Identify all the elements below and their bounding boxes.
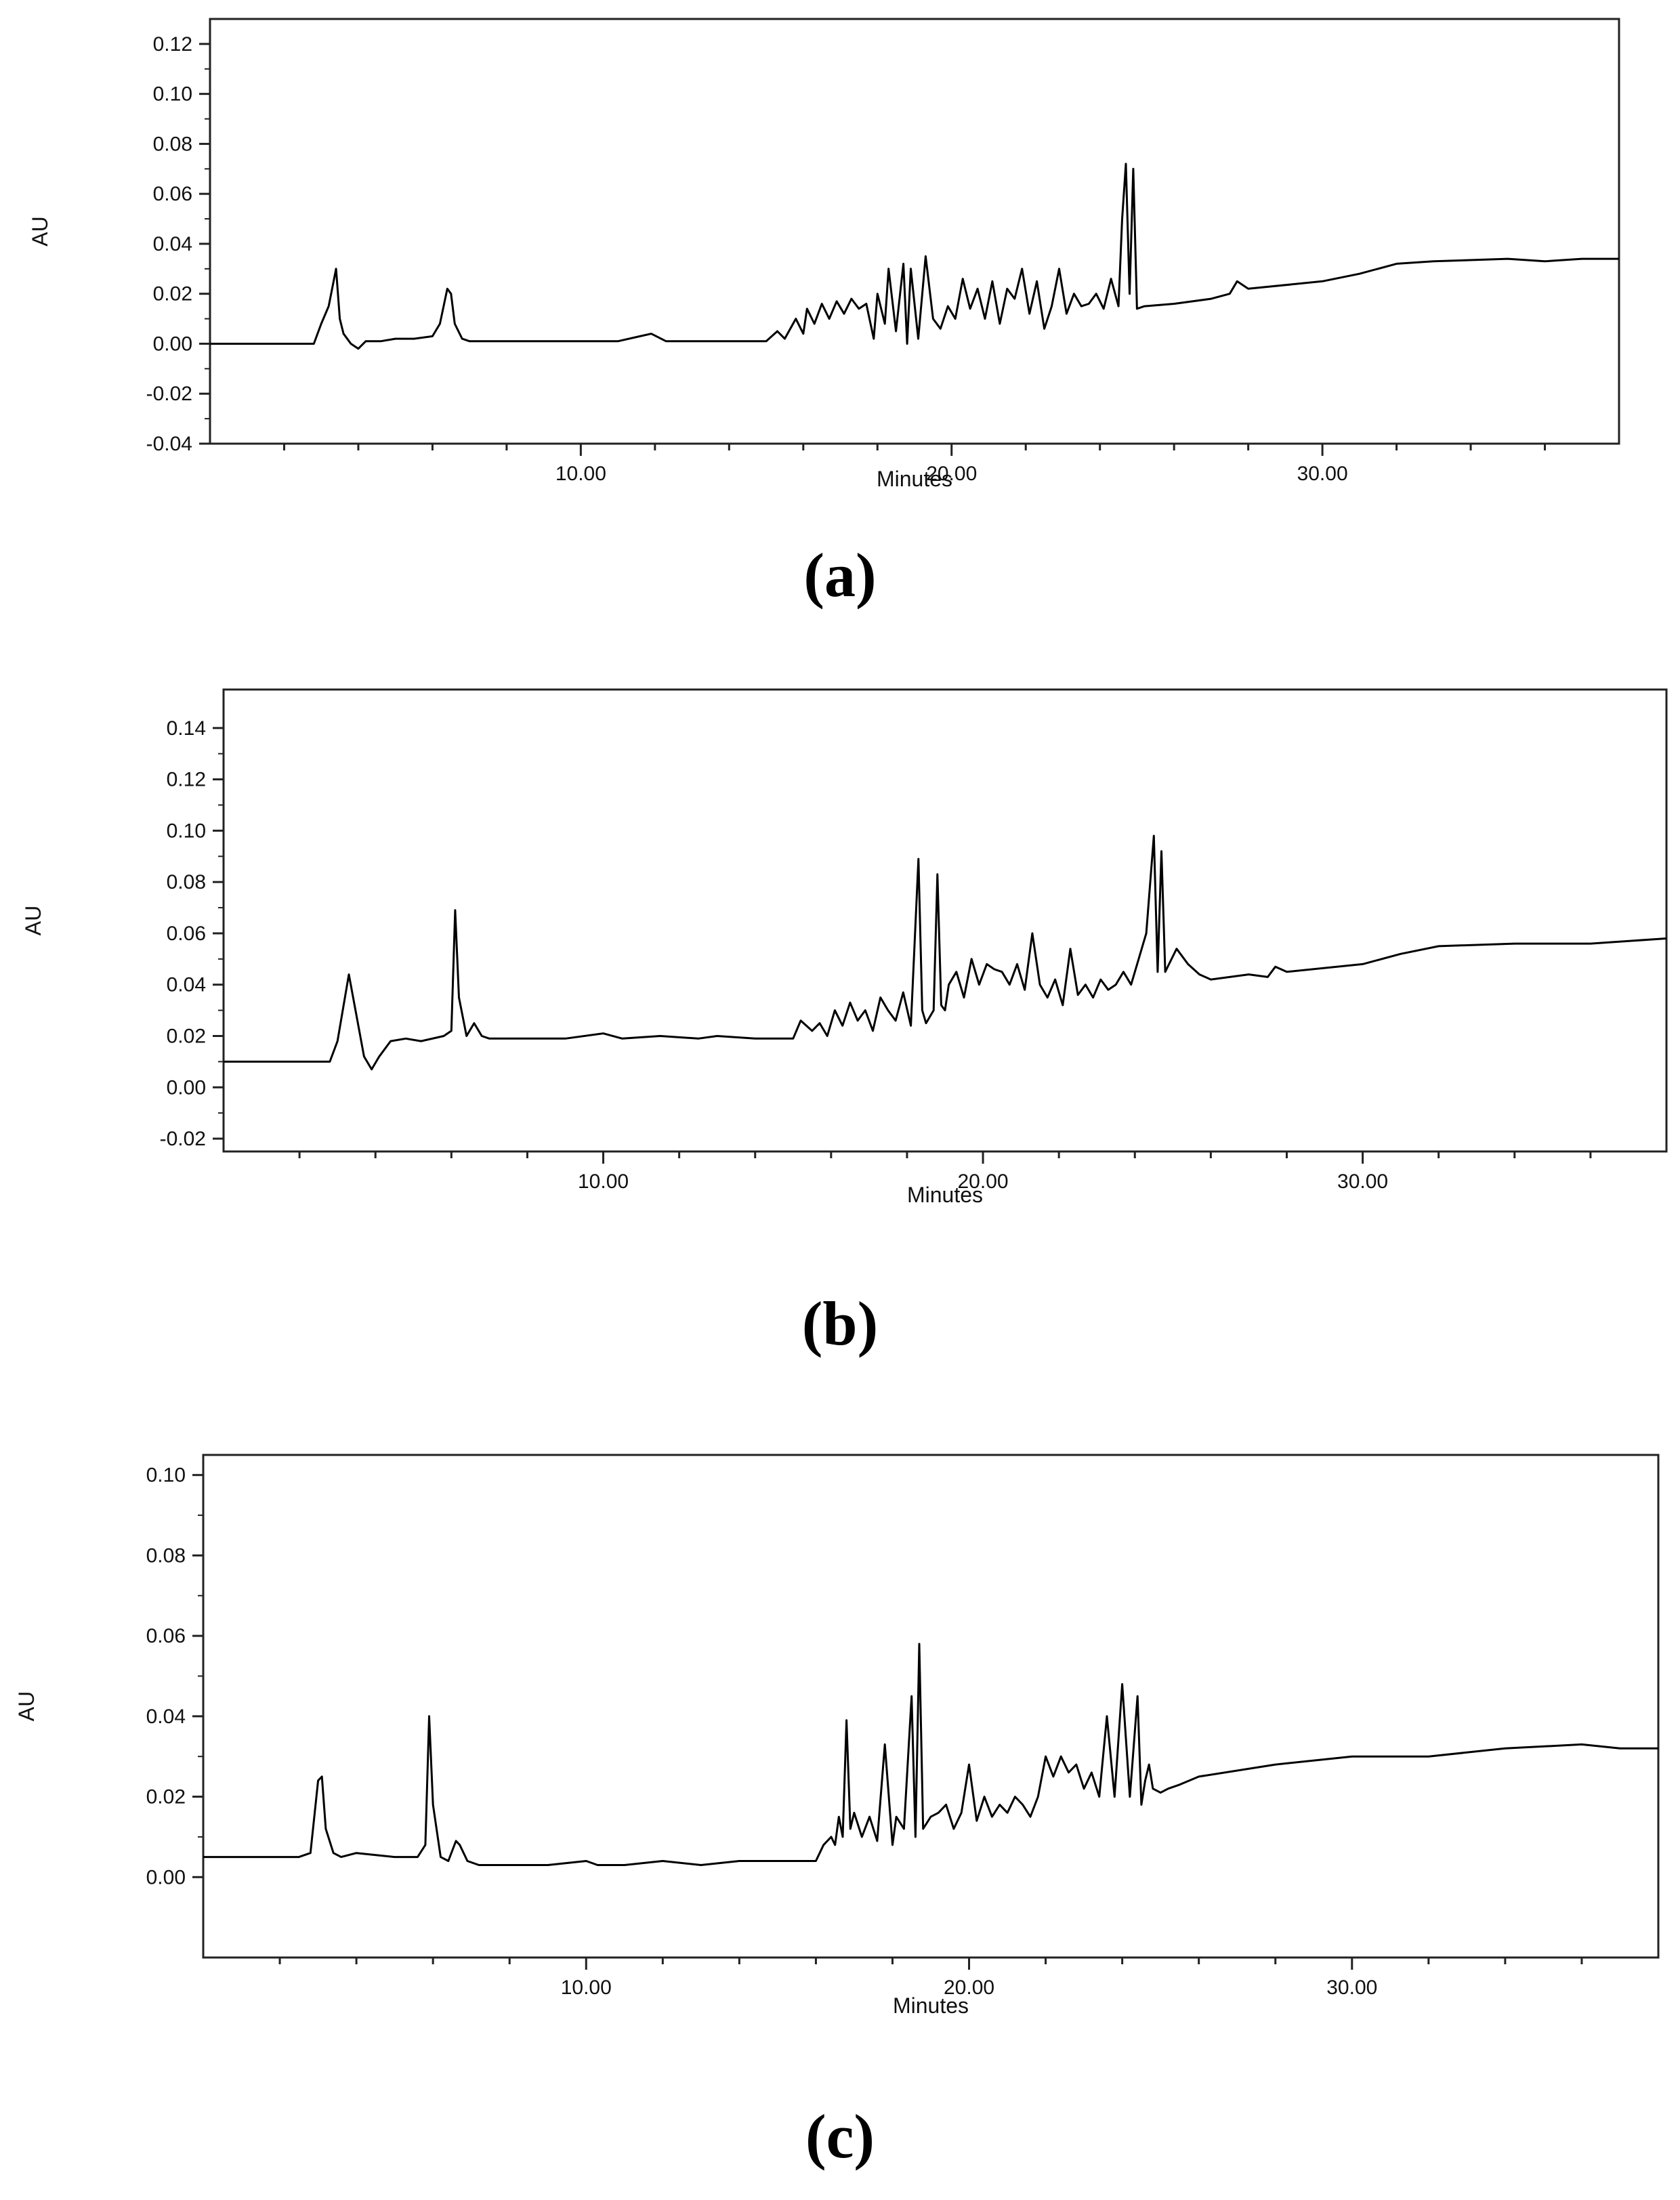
x-tick-label: 20.00	[926, 463, 977, 485]
y-tick-label: 0.10	[146, 1464, 186, 1487]
y-tick-label: -0.02	[160, 1128, 206, 1150]
x-tick-label: 30.00	[1326, 1976, 1377, 1999]
x-tick-label: 30.00	[1297, 463, 1348, 485]
chart-panel-a: 0.12 0.10 0.08 0.06 0.04 0.02 0.00 -0.02 -0.04 10…	[28, 18, 1620, 610]
x-axis-label: Minutes	[907, 1183, 983, 1207]
y-tick-label: 0.06	[167, 923, 206, 945]
panel-label: (c)	[805, 2102, 875, 2171]
y-tick-label: 0.00	[146, 1866, 186, 1888]
x-axis-label: Minutes	[877, 467, 952, 491]
x-tick-label: 10.00	[578, 1170, 629, 1193]
y-axis-label: AU	[28, 216, 52, 246]
plot-frame	[202, 1454, 1660, 1959]
y-tick-label: 0.06	[153, 183, 192, 205]
y-tick-label: 0.10	[167, 820, 206, 842]
panel-label: (a)	[803, 541, 876, 610]
y-tick-label: 0.02	[167, 1025, 206, 1048]
y-tick-label: 0.10	[153, 83, 192, 106]
y-tick-label: -0.02	[146, 383, 192, 405]
y-tick-label: 0.14	[167, 717, 206, 740]
chart-panel-b: 0.14 0.12 0.10 0.08 0.06 0.04 0.02 0.00 -0.02 10.…	[21, 688, 1668, 1358]
y-tick-label: 0.06	[146, 1625, 186, 1647]
x-tick-label: 10.00	[555, 463, 606, 485]
y-tick-label: -0.04	[146, 433, 192, 455]
y-tick-label: 0.04	[153, 233, 192, 255]
y-tick-label: 0.12	[167, 769, 206, 791]
x-axis-label: Minutes	[893, 1993, 969, 2018]
plot-frame	[209, 18, 1620, 445]
y-axis-label: AU	[21, 906, 45, 935]
series-line	[224, 834, 1667, 1071]
x-tick-label: 20.00	[944, 1976, 994, 1999]
y-tick-label: 0.02	[153, 283, 192, 305]
x-tick-label: 10.00	[561, 1976, 612, 1999]
y-tick-label: 0.08	[146, 1544, 186, 1567]
y-tick-label: 0.08	[153, 133, 192, 155]
y-tick-label: 0.12	[153, 33, 192, 56]
series-line	[210, 163, 1619, 350]
y-tick-label: 0.04	[146, 1706, 186, 1728]
plot-frame	[222, 688, 1668, 1153]
y-tick-label: 0.04	[167, 974, 206, 996]
y-tick-label: 0.00	[167, 1076, 206, 1099]
x-tick-label: 30.00	[1337, 1170, 1388, 1193]
y-tick-label: 0.00	[153, 333, 192, 355]
series-line	[203, 1643, 1658, 1866]
x-tick-label: 20.00	[958, 1170, 1009, 1193]
y-tick-label: 0.08	[167, 871, 206, 893]
panel-label: (b)	[802, 1289, 878, 1358]
y-tick-label: 0.02	[146, 1786, 186, 1808]
y-axis-label: AU	[14, 1691, 39, 1721]
chart-panel-c: 0.10 0.08 0.06 0.04 0.02 0.00 10.00 20.00 30.00 M…	[14, 1454, 1660, 2171]
